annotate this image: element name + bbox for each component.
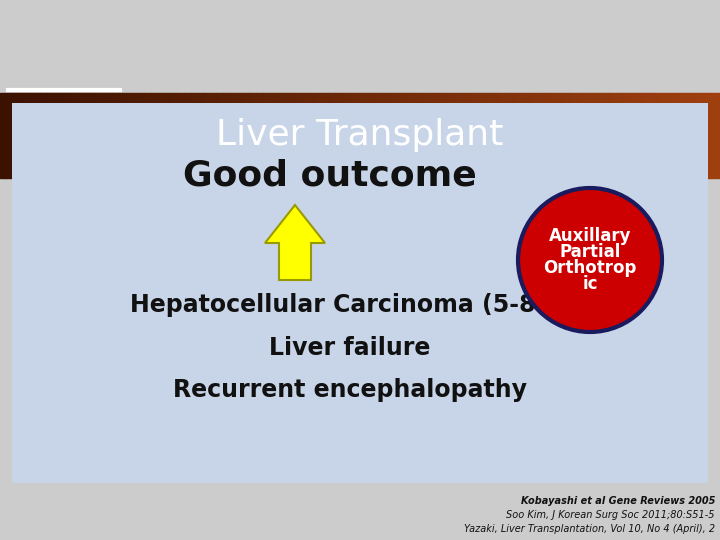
- Text: Orthotrop: Orthotrop: [544, 259, 636, 277]
- Text: Good outcome: Good outcome: [183, 158, 477, 192]
- Text: Liver Transplant: Liver Transplant: [216, 118, 504, 152]
- Text: Partial: Partial: [559, 243, 621, 261]
- Text: Liver failure: Liver failure: [269, 336, 431, 360]
- Text: Auxillary: Auxillary: [549, 227, 631, 245]
- Text: Kobayashi et al Gene Reviews 2005: Kobayashi et al Gene Reviews 2005: [521, 496, 715, 506]
- Circle shape: [518, 188, 662, 332]
- Text: Yazaki, Liver Transplantation, Vol 10, No 4 (April), 2: Yazaki, Liver Transplantation, Vol 10, N…: [464, 524, 715, 534]
- Text: Hepatocellular Carcinoma (5-8%): Hepatocellular Carcinoma (5-8%): [130, 293, 570, 317]
- Text: ic: ic: [582, 275, 598, 293]
- Polygon shape: [265, 205, 325, 280]
- Text: Soo Kim, J Korean Surg Soc 2011;80:S51-5: Soo Kim, J Korean Surg Soc 2011;80:S51-5: [506, 510, 715, 520]
- Bar: [12, 103, 708, 483]
- Text: Recurrent encephalopathy: Recurrent encephalopathy: [173, 378, 527, 402]
